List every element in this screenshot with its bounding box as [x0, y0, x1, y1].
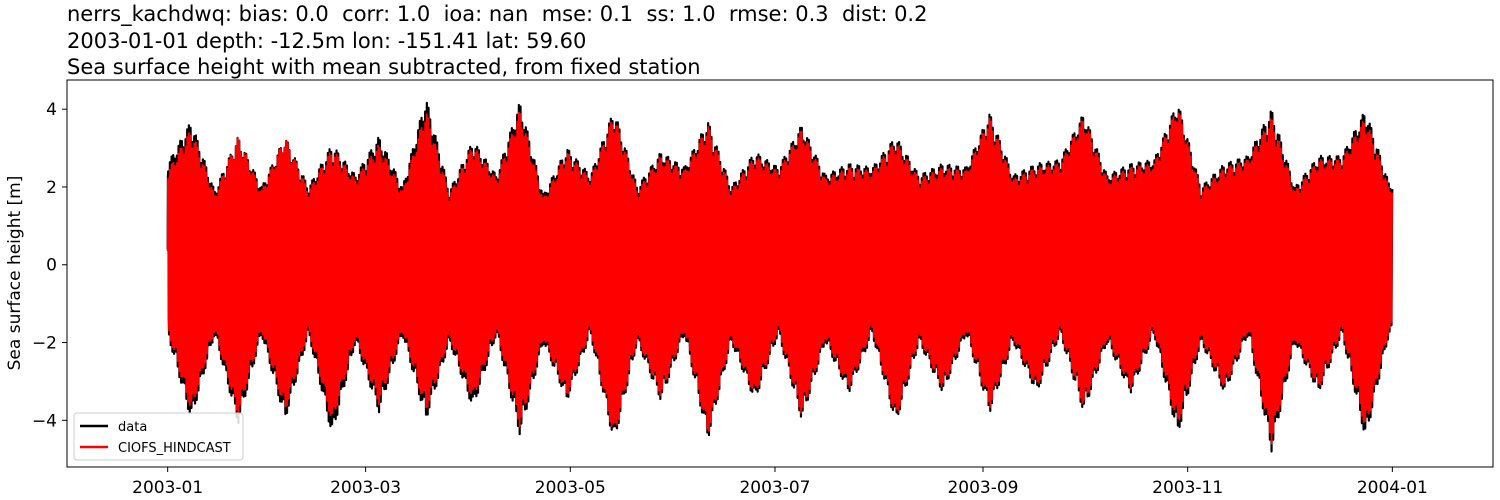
legend-box: [73, 412, 244, 461]
chart-title-line-1: nerrs_kachdwq: bias: 0.0 corr: 1.0 ioa: …: [67, 2, 928, 26]
plot-frame: [66, 79, 1494, 468]
legend-data-label: data: [118, 420, 147, 435]
y-tick-label: 0: [46, 256, 57, 276]
series-line-ciofs-hindcast: [166, 111, 1394, 445]
legend-ciofs-label: CIOFS_HINDCAST: [118, 441, 231, 456]
chart-title-line-2: 2003-01-01 depth: -12.5m lon: -151.41 la…: [67, 29, 587, 53]
y-tick-label: −2: [32, 334, 57, 354]
y-tick-label: 2: [46, 178, 57, 198]
y-tick-label: −4: [32, 411, 57, 431]
axis-ticks: 2003-01 2003-03 2003-05 2003-07 2003-09 2003-…: [32, 100, 1428, 498]
x-tick-label: 2004-01: [1357, 478, 1428, 498]
y-tick-label: 4: [46, 100, 57, 120]
x-tick-label: 2003-07: [739, 478, 810, 498]
series-layer: [166, 101, 1394, 453]
x-tick-label: 2003-11: [1152, 478, 1223, 498]
x-tick-label: 2003-03: [330, 478, 401, 498]
y-axis-label: Sea surface height [m]: [5, 176, 25, 371]
x-tick-label: 2003-01: [132, 478, 203, 498]
chart-title-line-3: Sea surface height with mean subtracted,…: [67, 55, 701, 79]
x-tick-label: 2003-05: [535, 478, 606, 498]
legend: data CIOFS_HINDCAST: [73, 412, 244, 461]
x-tick-label: 2003-09: [947, 478, 1018, 498]
